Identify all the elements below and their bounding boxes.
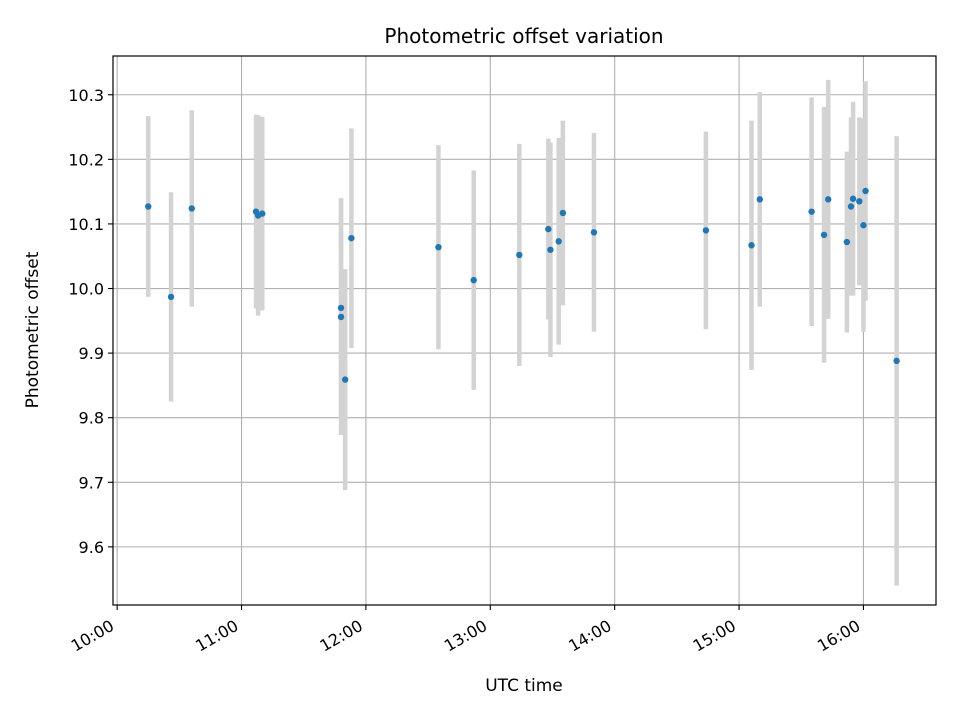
y-axis-ticks: 9.6 9.7 9.8 9.9 10.0 10.1 10.2 10.3 [68,86,113,557]
data-point [348,234,355,242]
data-points [145,187,900,383]
data-point [337,313,345,321]
y-tick-label: 10.0 [68,280,104,299]
y-tick-label: 10.1 [68,215,104,234]
data-point [435,243,442,251]
data-point [547,246,554,253]
y-tick-label: 10.2 [68,150,104,169]
y-tick-label: 9.7 [79,473,104,492]
data-point [702,227,710,234]
data-point [555,238,562,245]
data-point [559,209,567,217]
data-point [748,242,755,249]
y-axis-label: Photometric offset [23,251,43,408]
y-tick-label: 9.6 [79,538,104,557]
data-point [893,357,900,365]
y-tick-label: 9.9 [79,344,104,363]
chart-title: Photometric offset variation [384,24,663,48]
plot-frame [112,55,937,606]
data-point [590,229,598,236]
data-point [756,196,763,203]
data-point [337,304,345,312]
data-point [470,276,477,284]
y-tick-label: 10.3 [68,86,104,105]
data-point [843,238,851,246]
data-point [825,196,832,203]
grid [113,56,936,605]
data-point [516,251,523,259]
data-point [856,198,863,205]
data-point [259,210,266,217]
data-point [188,205,195,212]
data-point [167,293,175,301]
data-point [820,231,828,239]
y-tick-label: 9.8 [79,409,104,428]
data-point [808,208,815,215]
data-point [145,203,152,210]
data-point [862,187,869,195]
data-point [545,225,552,233]
x-axis-label: UTC time [485,676,563,696]
data-point [847,203,855,210]
data-point [849,195,857,202]
data-point [341,376,349,383]
data-point [860,222,867,229]
